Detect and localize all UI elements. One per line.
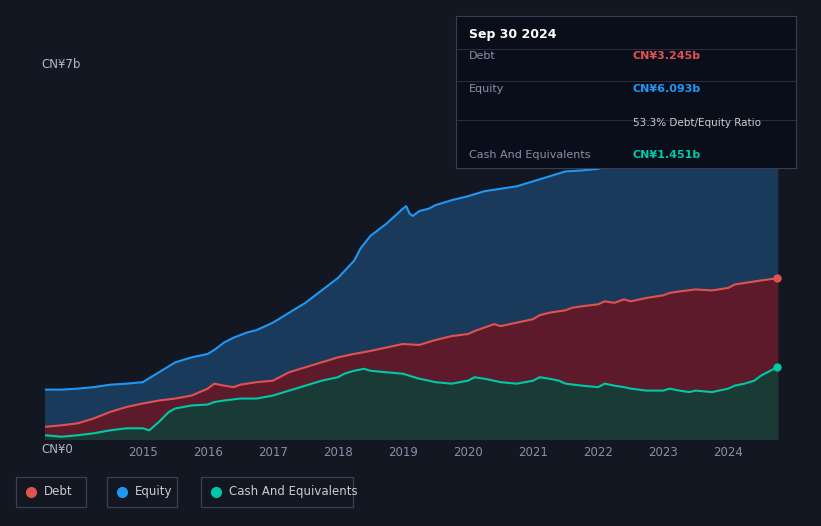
- Text: CN¥0: CN¥0: [41, 443, 73, 456]
- Text: Debt: Debt: [44, 485, 73, 498]
- Text: CN¥1.451b: CN¥1.451b: [633, 150, 701, 160]
- Text: Equity: Equity: [470, 84, 505, 95]
- Text: Cash And Equivalents: Cash And Equivalents: [470, 150, 591, 160]
- Text: CN¥6.093b: CN¥6.093b: [633, 84, 701, 95]
- Text: Equity: Equity: [135, 485, 172, 498]
- Text: Debt: Debt: [470, 51, 496, 61]
- Text: CN¥3.245b: CN¥3.245b: [633, 51, 701, 61]
- Text: Cash And Equivalents: Cash And Equivalents: [229, 485, 358, 498]
- Text: CN¥7b: CN¥7b: [41, 58, 80, 71]
- Text: 53.3% Debt/Equity Ratio: 53.3% Debt/Equity Ratio: [633, 118, 761, 128]
- Text: Sep 30 2024: Sep 30 2024: [470, 28, 557, 41]
